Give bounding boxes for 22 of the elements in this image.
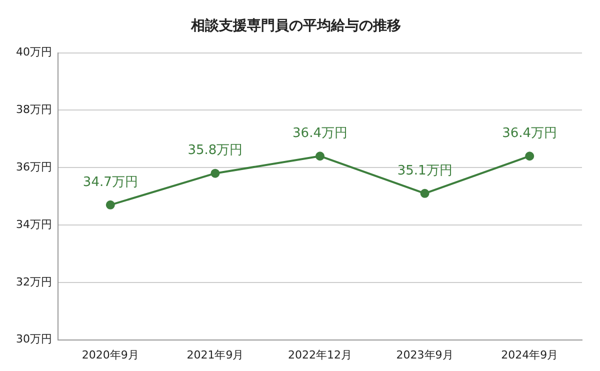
- point: [316, 152, 324, 161]
- point: [210, 168, 220, 178]
- y-tick-label: 36万円: [16, 160, 52, 174]
- chart-title: 相談支援専門員の平均給与の推移: [190, 17, 401, 34]
- point: [106, 200, 115, 210]
- point: [525, 152, 534, 161]
- x-tick-label: 2021年9月: [186, 348, 244, 362]
- data-label: 35.8万円: [188, 143, 243, 158]
- point: [420, 188, 430, 198]
- data-label: 34.7万円: [82, 174, 138, 190]
- x-tick-label: 2023年9月: [396, 348, 454, 362]
- data-label: 36.4万円: [292, 126, 348, 141]
- x-tick-label: 2024年9月: [501, 348, 558, 362]
- y-tick-label: 34万円: [16, 218, 52, 231]
- x-tick-label: 2022年12月: [288, 348, 352, 362]
- data-label: 35.1万円: [397, 163, 452, 178]
- data-label: 36.4万円: [502, 126, 558, 141]
- y-tick-label: 30万円: [16, 332, 52, 346]
- y-tick-label: 38万円: [16, 103, 52, 116]
- x-tick-label: 2020年9月: [82, 348, 139, 362]
- y-tick-label: 40万円: [16, 46, 52, 59]
- y-tick-label: 32万円: [16, 275, 52, 288]
